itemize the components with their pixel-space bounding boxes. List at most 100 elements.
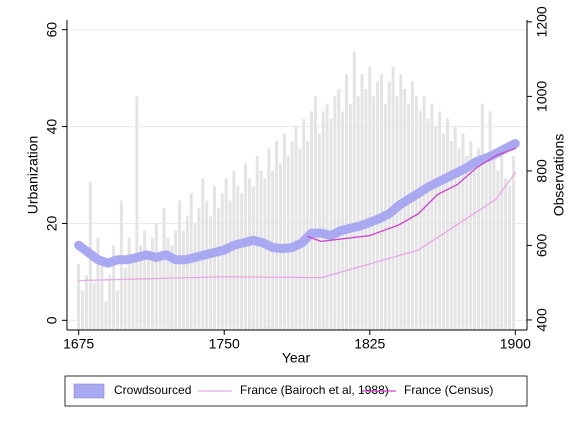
observation-bar bbox=[368, 66, 372, 330]
observation-bar bbox=[504, 178, 508, 330]
observation-bar bbox=[473, 163, 477, 330]
observation-bar bbox=[379, 74, 383, 330]
observation-bar bbox=[104, 301, 108, 330]
observation-bar bbox=[247, 178, 251, 330]
y2-tick-label: 600 bbox=[534, 234, 550, 258]
observation-bar bbox=[232, 170, 236, 330]
y-tick-label: 60 bbox=[44, 22, 60, 38]
observation-bar bbox=[395, 96, 399, 331]
observation-bar bbox=[469, 141, 473, 330]
observation-bar bbox=[352, 51, 356, 330]
observation-bar bbox=[240, 193, 244, 330]
observation-bar bbox=[344, 74, 348, 330]
observation-bar bbox=[112, 245, 116, 330]
observation-bar bbox=[139, 245, 143, 330]
observation-bar bbox=[329, 118, 333, 331]
observation-bar bbox=[123, 267, 127, 330]
legend-label: Crowdsourced bbox=[114, 383, 191, 397]
observation-bar bbox=[321, 111, 325, 330]
observation-bar bbox=[228, 200, 232, 330]
x-tick-label: 1900 bbox=[500, 336, 531, 352]
observation-bar bbox=[286, 155, 290, 330]
y2-axis-label: Observations bbox=[551, 134, 567, 216]
observation-bar bbox=[205, 200, 209, 330]
observation-bar bbox=[492, 148, 496, 330]
observation-bar bbox=[465, 155, 469, 330]
series-line bbox=[77, 171, 517, 282]
observation-bar bbox=[181, 230, 185, 330]
observation-bar bbox=[294, 126, 298, 330]
observation-bar bbox=[511, 155, 515, 330]
observation-bar bbox=[356, 96, 360, 331]
observation-bar bbox=[360, 74, 364, 330]
observation-bar bbox=[445, 118, 449, 331]
observation-bar bbox=[434, 126, 438, 330]
observation-bar bbox=[127, 237, 131, 330]
y-axis-label: Urbanization bbox=[25, 136, 41, 215]
observation-bar bbox=[341, 111, 345, 330]
observation-bar bbox=[430, 103, 434, 330]
observation-bar bbox=[457, 148, 461, 330]
observation-bar bbox=[376, 81, 380, 330]
observation-bar bbox=[453, 126, 457, 330]
x-tick-label: 1750 bbox=[209, 336, 240, 352]
y2-tick-label: 800 bbox=[534, 159, 550, 183]
observation-bar bbox=[220, 193, 224, 330]
observation-bar bbox=[496, 170, 500, 330]
observation-bar bbox=[500, 155, 504, 330]
y2-tick-label: 1200 bbox=[534, 6, 550, 37]
observation-bar bbox=[259, 170, 263, 330]
y2-tick-label: 400 bbox=[534, 308, 550, 332]
observation-bar bbox=[282, 133, 286, 330]
observation-bar bbox=[96, 237, 100, 330]
observation-bar bbox=[333, 96, 337, 331]
observation-bar bbox=[193, 223, 197, 330]
observation-bar bbox=[476, 148, 480, 330]
observation-bar bbox=[313, 96, 317, 331]
observation-bar bbox=[442, 133, 446, 330]
observation-bar bbox=[84, 275, 88, 330]
observation-bar bbox=[115, 290, 119, 330]
observation-bar bbox=[480, 103, 484, 330]
observation-bar bbox=[449, 141, 453, 330]
y-tick-label: 20 bbox=[44, 215, 60, 231]
x-tick-label: 1675 bbox=[63, 336, 94, 352]
observation-bar bbox=[166, 237, 170, 330]
observation-bar bbox=[185, 215, 189, 330]
observation-bar bbox=[275, 141, 279, 330]
observation-bar bbox=[158, 252, 162, 330]
observation-bar bbox=[418, 111, 422, 330]
x-tick-label: 1825 bbox=[354, 336, 385, 352]
legend-label: France (Bairoch et al, 1988) bbox=[240, 383, 389, 397]
observation-bar bbox=[81, 290, 85, 330]
observation-bar bbox=[209, 215, 213, 330]
y-tick-label: 0 bbox=[44, 316, 60, 324]
observation-bar bbox=[108, 275, 112, 330]
observation-bar bbox=[391, 66, 395, 330]
observation-bar bbox=[348, 103, 352, 330]
observation-bar bbox=[325, 103, 329, 330]
observation-bar bbox=[337, 88, 341, 330]
legend-box bbox=[64, 375, 528, 407]
series-line bbox=[74, 139, 520, 268]
observation-bar bbox=[461, 133, 465, 330]
y-tick-label: 40 bbox=[44, 119, 60, 135]
observation-bar bbox=[131, 260, 135, 330]
observation-bar bbox=[135, 96, 139, 331]
observation-bar bbox=[438, 111, 442, 330]
observation-bar bbox=[100, 260, 104, 330]
observation-bar bbox=[372, 96, 376, 331]
observation-bar bbox=[119, 200, 123, 330]
observation-bar bbox=[150, 237, 154, 330]
observation-bar bbox=[178, 200, 182, 330]
observation-bar bbox=[92, 282, 96, 330]
observation-bar bbox=[197, 208, 201, 330]
observation-bar bbox=[403, 88, 407, 330]
observation-bar bbox=[484, 163, 488, 330]
observation-bar bbox=[426, 118, 430, 331]
observation-bar bbox=[154, 223, 158, 330]
observation-bar bbox=[251, 185, 255, 330]
observation-bar bbox=[143, 230, 147, 330]
observation-bar bbox=[216, 208, 220, 330]
